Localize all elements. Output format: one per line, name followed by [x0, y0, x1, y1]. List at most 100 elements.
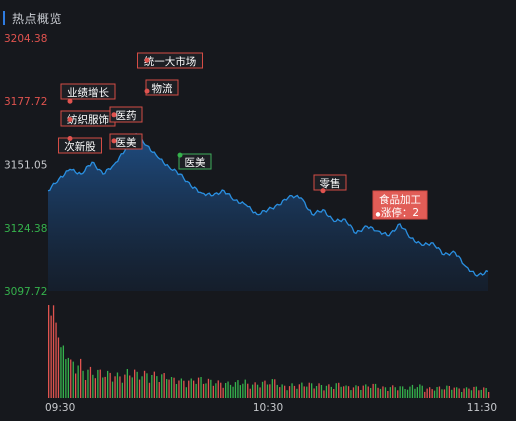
hotspot-annotation: 医美	[109, 133, 143, 150]
volume-bar	[87, 369, 89, 398]
volume-bar	[409, 386, 411, 398]
x-tick-label: 11:30	[467, 402, 497, 414]
volume-bar	[350, 390, 352, 398]
panel-title: 热点概览	[12, 12, 63, 26]
volume-bar	[340, 386, 342, 398]
volume-bar	[114, 376, 116, 398]
volume-bar	[456, 387, 458, 398]
volume-bar	[247, 383, 249, 398]
annotation-box	[109, 133, 143, 150]
volume-bar	[274, 379, 276, 398]
volume-bar	[414, 388, 416, 398]
volume-bar	[470, 390, 473, 398]
annotation-box	[58, 137, 102, 154]
annotation-dot	[177, 152, 183, 158]
volume-bar	[416, 387, 418, 398]
annotation-dot	[67, 98, 73, 104]
volume-bar	[129, 375, 131, 398]
volume-bar	[75, 373, 77, 398]
volume-bar	[370, 388, 372, 398]
volume-bar	[387, 391, 389, 398]
y-tick-label: 3097.72	[4, 286, 47, 298]
volume-bar	[315, 386, 318, 398]
hotspot-annotation: 统一大市场	[137, 52, 203, 69]
volume-bar	[443, 389, 446, 398]
volume-bar	[261, 381, 264, 398]
hotspot-annotation: 医美	[177, 152, 212, 170]
volume-bar	[298, 384, 300, 398]
volume-bar	[333, 389, 335, 398]
volume-bar	[126, 369, 128, 398]
hotspot-annotation: 业绩增长	[60, 83, 116, 104]
volume-bar	[62, 345, 64, 398]
volume-bar	[318, 383, 320, 398]
volume-bar	[463, 388, 465, 398]
annotation-box	[313, 174, 347, 191]
volume-bar	[212, 385, 214, 398]
volume-bar	[60, 347, 62, 398]
annotation-label: 业绩增长	[67, 86, 109, 99]
volume-bar	[119, 376, 121, 398]
title-accent-bar	[3, 11, 5, 25]
annotation-label: 医美	[116, 136, 137, 149]
volume-bar	[448, 386, 450, 398]
volume-bar	[232, 386, 234, 398]
volume-bar	[141, 376, 143, 398]
volume-bar	[426, 388, 428, 398]
annotation-dot	[111, 112, 117, 118]
volume-bar	[480, 389, 482, 398]
volume-bar	[138, 379, 141, 398]
volume-bar	[374, 383, 377, 398]
volume-bar	[438, 386, 441, 398]
volume-bar	[161, 374, 163, 398]
volume-bar	[451, 389, 453, 398]
volume-bar	[225, 383, 227, 398]
volume-bar	[352, 387, 355, 398]
volume-bar	[254, 382, 256, 398]
volume-bar	[306, 386, 308, 398]
volume-bar	[97, 369, 99, 398]
hotspot-annotation: 医药	[109, 106, 143, 123]
volume-bar	[134, 369, 136, 398]
annotation-label: 次新股	[64, 140, 96, 153]
volume-bar	[67, 357, 69, 398]
volume-bar	[483, 387, 485, 398]
volume-bar	[180, 378, 182, 398]
annotation-label: 纺织服饰	[67, 113, 109, 126]
volume-bar	[234, 382, 237, 398]
volume-bar	[188, 380, 190, 398]
volume-bar	[82, 370, 84, 398]
volume-bar	[279, 387, 281, 398]
y-tick-label: 3177.72	[4, 96, 47, 108]
volume-bar	[242, 383, 244, 398]
volume-bar	[389, 387, 391, 398]
volume-bar	[269, 384, 271, 398]
volume-bar	[111, 381, 114, 398]
volume-bar	[193, 380, 195, 398]
volume-bar	[301, 382, 303, 398]
volume-bar	[215, 383, 217, 398]
volume-bar	[65, 359, 67, 398]
volume-bar	[227, 381, 229, 398]
volume-bar	[48, 305, 50, 398]
volume-bar	[229, 384, 232, 398]
volume-bar	[222, 387, 224, 398]
volume-bar	[382, 386, 384, 398]
volume-bar	[52, 305, 55, 398]
volume-bar	[104, 376, 106, 398]
volume-bar	[50, 315, 52, 398]
annotation-label: 物流	[152, 82, 173, 95]
volume-bar	[131, 377, 133, 398]
volume-bar	[384, 387, 387, 398]
volume-bar	[458, 388, 460, 398]
volume-bar	[465, 387, 468, 398]
volume-bar	[446, 385, 448, 398]
volume-bar	[291, 383, 293, 398]
volume-bar	[197, 377, 200, 398]
volume-bar	[94, 378, 96, 398]
annotation-label: 医美	[185, 156, 206, 169]
volume-bar	[288, 386, 291, 398]
volume-bar	[286, 390, 288, 398]
